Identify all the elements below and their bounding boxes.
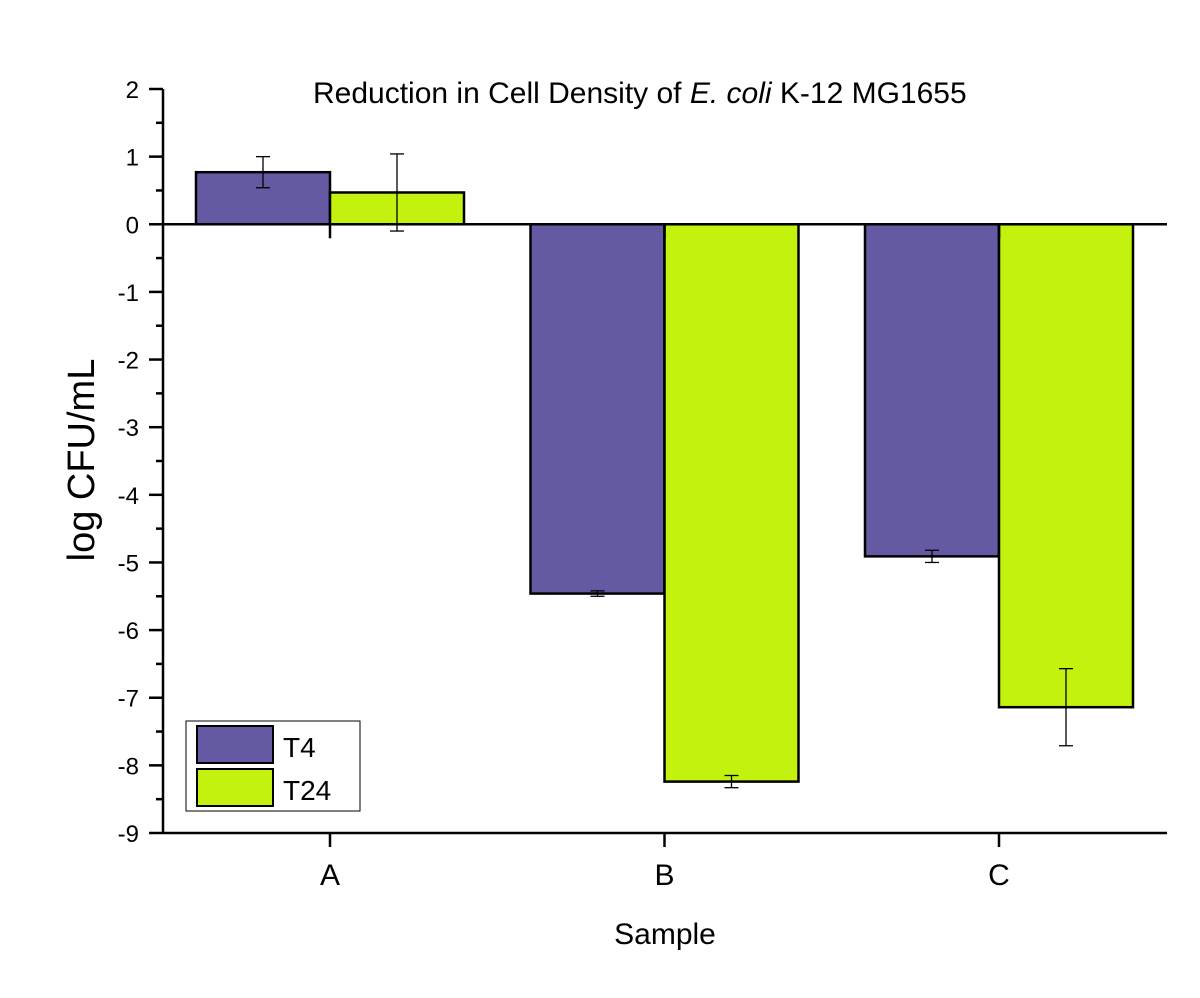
x-tick-label: A xyxy=(320,859,340,892)
y-tick-label: 0 xyxy=(126,212,139,239)
y-tick-label: -6 xyxy=(118,618,139,645)
y-tick-label: 1 xyxy=(126,145,139,172)
title-part: K-12 MG1655 xyxy=(772,77,967,110)
y-tick-label: -8 xyxy=(118,753,139,780)
bar-t24-c xyxy=(997,223,1135,709)
y-axis-title: log CFU/mL xyxy=(61,359,103,562)
x-tick-label: C xyxy=(988,859,1010,892)
title-part-italic: E. coli xyxy=(690,77,773,110)
y-tick-label: -1 xyxy=(118,280,139,307)
legend: T4 T24 xyxy=(185,720,361,812)
bars-layer xyxy=(194,170,1135,783)
x-tick-label: B xyxy=(654,859,674,892)
y-tick-label: -4 xyxy=(118,483,139,510)
bar-t4-c xyxy=(863,223,1001,558)
legend-swatch-t4 xyxy=(196,725,274,764)
chart-title: Reduction in Cell Density of E. coli K-1… xyxy=(313,77,967,110)
x-axis-title: Sample xyxy=(614,918,716,951)
y-tick-label: 2 xyxy=(126,77,139,104)
y-tick-label: -5 xyxy=(118,550,139,577)
legend-swatch-t24 xyxy=(196,768,274,807)
y-tick-label: -3 xyxy=(118,415,139,442)
title-part: Reduction in Cell Density of xyxy=(313,77,690,110)
y-tick-label: -7 xyxy=(118,686,139,713)
legend-label-t4: T4 xyxy=(283,732,316,763)
y-tick-label: -9 xyxy=(118,821,139,848)
y-tick-label: -2 xyxy=(118,348,139,375)
bar-t4-b xyxy=(529,223,666,595)
error-bars-layer xyxy=(256,153,1073,789)
axes: 2 1 0 -1 -2 -3 -4 -5 -6 -7 -8 -9 A B C xyxy=(118,77,1167,892)
legend-label-t24: T24 xyxy=(283,775,331,806)
bar-t24-b xyxy=(663,223,800,783)
